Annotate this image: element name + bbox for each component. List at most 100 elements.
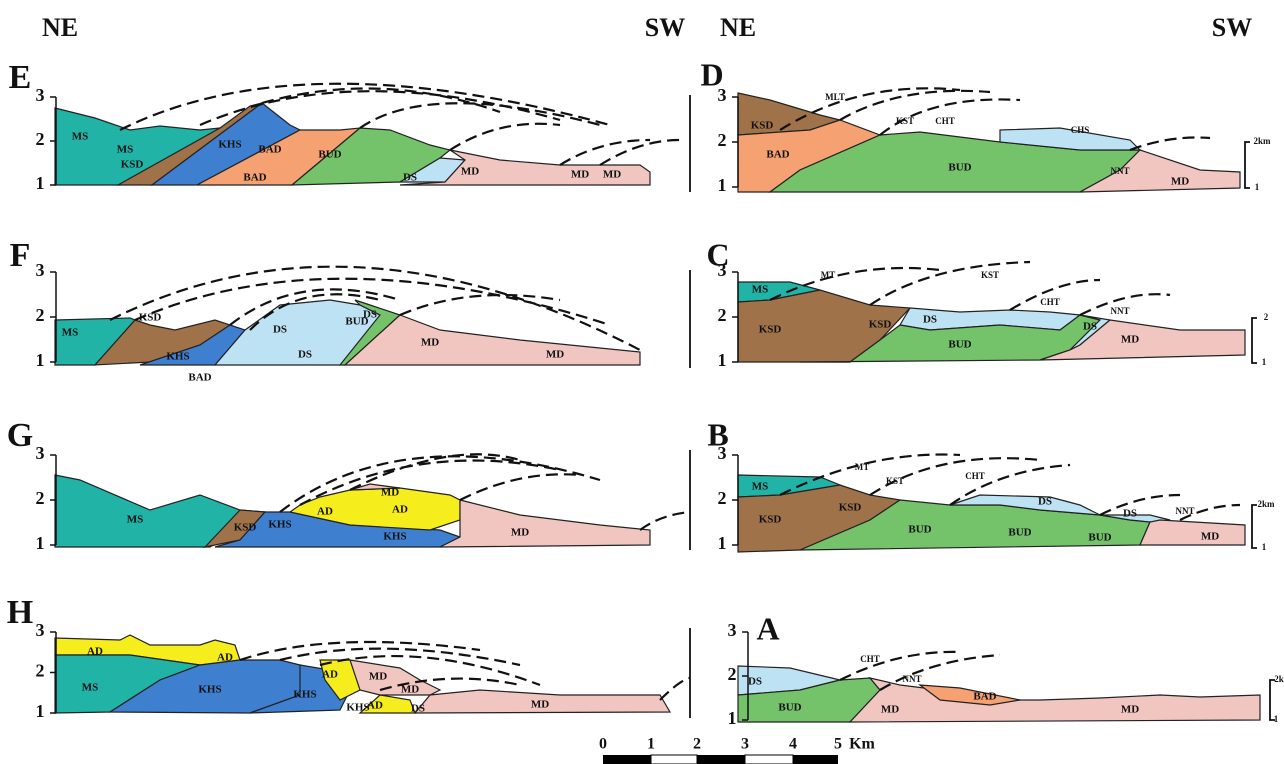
unit-label: BAD [243, 172, 266, 184]
unit-label: MS [62, 327, 79, 339]
tick-label: 1 [718, 175, 727, 195]
fault-label: CHT [1040, 297, 1060, 307]
unit-label: DS [298, 349, 312, 361]
scale-segment [745, 755, 793, 764]
unit-label: MD [369, 671, 387, 683]
unit-label: MD [461, 166, 479, 178]
scale-segment [603, 755, 651, 764]
fault-label: NNT [1175, 506, 1194, 516]
unit-label: DS [1123, 508, 1137, 520]
scale-bar [603, 755, 838, 764]
scale-label: 1 [1274, 714, 1279, 724]
unit-label: KHS [218, 139, 241, 151]
scale-bracket [1252, 505, 1257, 548]
unit-label: BAD [766, 149, 789, 161]
scale-label: 1 [1262, 542, 1267, 552]
scale-unit: Km [849, 736, 875, 753]
direction-label: NE [42, 13, 78, 42]
scale-bracket [1252, 318, 1257, 363]
fault-label: MT [821, 270, 836, 280]
scale-label: 1 [1262, 357, 1267, 367]
unit [1140, 520, 1245, 545]
unit-label: MD [1121, 334, 1139, 346]
direction-label: NE [720, 13, 756, 42]
unit-label: DS [1038, 496, 1052, 508]
unit-label: BUD [1088, 532, 1111, 544]
tick-label: 3 [718, 443, 727, 463]
unit-label: KSD [759, 514, 782, 526]
tick-label: 3 [36, 85, 45, 105]
unit-label: KSD [234, 522, 257, 534]
unit-label: MD [1171, 176, 1189, 188]
tick-label: 1 [718, 350, 727, 370]
tick-label: 2 [36, 661, 45, 681]
tick-label: 2 [36, 305, 45, 325]
unit-label: BAD [258, 144, 281, 156]
fault-label: CHT [965, 471, 985, 481]
tick-label: 3 [36, 260, 45, 280]
unit-label: DS [748, 676, 762, 688]
unit-label: DS [363, 309, 377, 321]
unit-label: MS [117, 144, 134, 156]
unit-label: AD [367, 700, 383, 712]
scale-segment [793, 755, 838, 764]
tick-label: 1 [718, 533, 727, 553]
tick-label: 2 [718, 488, 727, 508]
scale-tick-label: 1 [647, 736, 655, 753]
unit-label: AD [392, 504, 408, 516]
figure: NESWNESWE321MSMSKSDKHSBADBADBUDDSMDMDMDD… [0, 0, 1284, 764]
unit [350, 660, 440, 695]
section-e [55, 84, 690, 192]
scale-label: 2 [1264, 312, 1269, 322]
fault-label: NNT [902, 674, 921, 684]
unit-label: BAD [188, 372, 211, 384]
unit-label: KSD [139, 312, 162, 324]
panel-letter: G [7, 417, 33, 454]
unit-label: DS [273, 324, 287, 336]
unit-label: DS [411, 703, 425, 715]
scale-tick-label: 0 [599, 736, 607, 753]
unit-label: MD [421, 337, 439, 349]
unit [850, 678, 1260, 722]
unit-label: AD [317, 506, 333, 518]
unit-label: MS [127, 514, 144, 526]
tick-label: 2 [728, 664, 737, 684]
scale-tick-label: 5 [834, 736, 842, 753]
unit-label: MD [881, 704, 899, 716]
fault-label: NNT [1110, 306, 1129, 316]
direction-label: SW [645, 13, 685, 42]
unit-label: MS [752, 284, 769, 296]
unit-label: MD [1121, 704, 1139, 716]
section-b [738, 455, 1257, 553]
tick-label: 2 [36, 488, 45, 508]
unit-label: MS [82, 682, 99, 694]
unit-label: MD [401, 684, 419, 696]
fault-label: MLT [825, 92, 845, 102]
tick-label: 1 [36, 350, 45, 370]
section-a [738, 652, 1275, 722]
fault-label: CHS [1071, 125, 1090, 135]
unit-label: KSD [839, 502, 862, 514]
panel-letter: H [7, 594, 33, 631]
scale-segment [697, 755, 745, 764]
unit-label: BAD [973, 691, 996, 703]
unit-label: BUD [908, 524, 931, 536]
scale-segment [651, 755, 697, 764]
unit-label: KHS [166, 351, 189, 363]
unit [440, 500, 650, 547]
unit-label: KSD [759, 324, 782, 336]
panel-letter: F [10, 237, 31, 274]
unit-label: KHS [383, 531, 406, 543]
unit-label: MD [603, 169, 621, 181]
tick-label: 1 [36, 701, 45, 721]
unit-label: KHS [293, 689, 316, 701]
tick-label: 3 [718, 85, 727, 105]
unit-label: KSD [869, 319, 892, 331]
tick-label: 2 [718, 305, 727, 325]
unit-label: BUD [948, 162, 971, 174]
fault-label: NNT [1110, 166, 1129, 176]
scale-bracket [1245, 142, 1250, 188]
unit-label: DS [403, 172, 417, 184]
unit-label: BUD [1008, 527, 1031, 539]
unit-label: KSD [121, 159, 144, 171]
